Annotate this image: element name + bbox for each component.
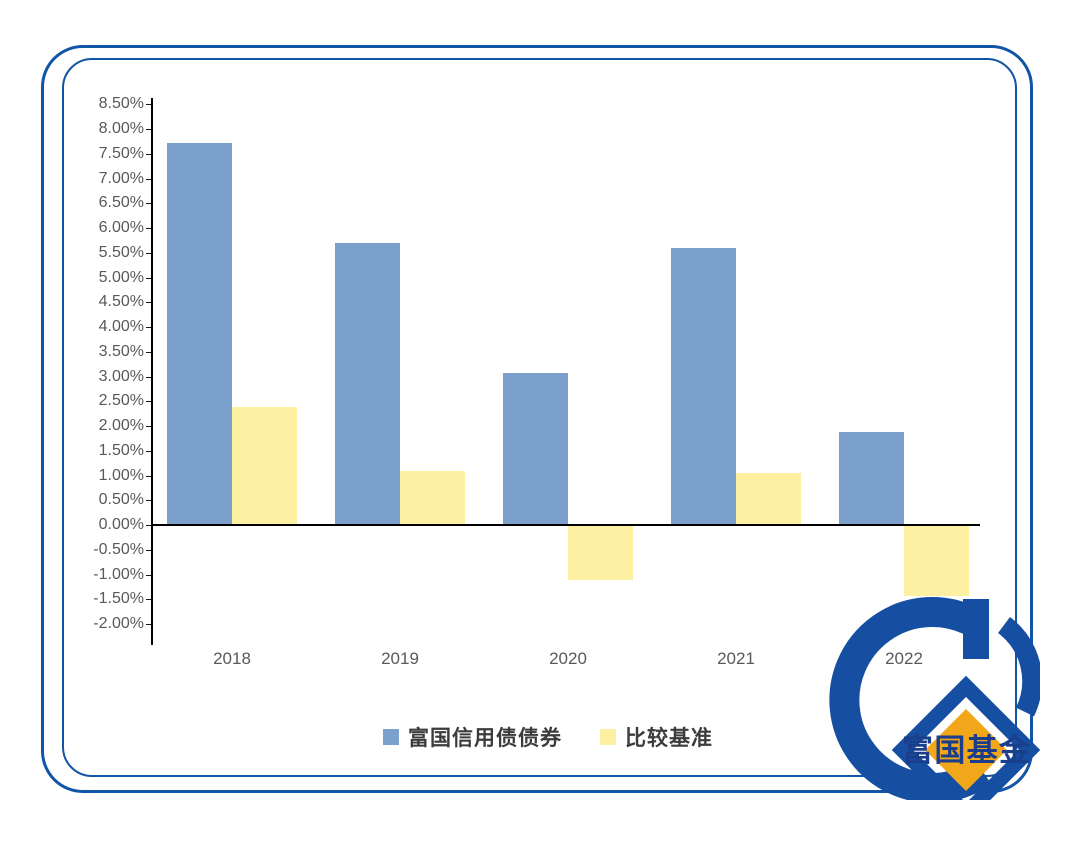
- bar-2018-s0: [167, 143, 232, 525]
- logo-text: 富国基金: [902, 733, 1031, 768]
- bar-2021-s0: [671, 248, 736, 525]
- fullgoal-fund-logo: 富国基金: [828, 597, 1043, 825]
- logo-emblem: 富国基金: [829, 597, 1043, 825]
- bar-2019-s1: [400, 471, 465, 525]
- bar-2019-s0: [335, 243, 400, 525]
- chart-legend: 富国信用债债券 比较基准: [383, 722, 713, 752]
- bar-2021-s1: [736, 473, 801, 525]
- logo-diamond-frame: [891, 675, 1041, 825]
- bar-2020-s0: [503, 373, 568, 525]
- legend-swatch-fund: [383, 729, 399, 745]
- bar-2022-s1: [904, 525, 969, 596]
- logo-right-arc: [997, 616, 1043, 717]
- bar-2018-s1: [232, 407, 297, 525]
- bar-2020-s1: [568, 525, 633, 580]
- legend-item-fund: 富国信用债债券: [383, 722, 562, 752]
- legend-item-benchmark: 比较基准: [600, 722, 713, 752]
- legend-label-benchmark: 比较基准: [625, 727, 713, 750]
- bar-2022-s0: [839, 432, 904, 525]
- legend-label-fund: 富国信用债债券: [408, 727, 562, 750]
- legend-swatch-benchmark: [600, 729, 616, 745]
